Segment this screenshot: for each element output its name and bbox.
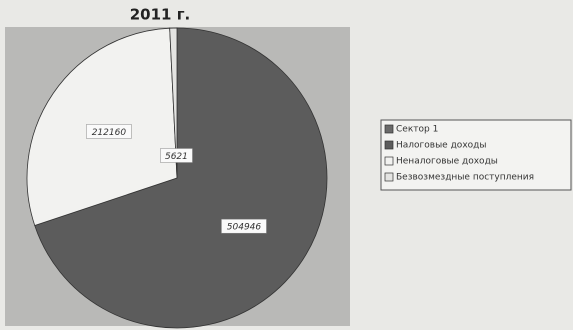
pie-slice <box>34 27 328 329</box>
legend-label: Налоговые доходы <box>396 141 486 151</box>
legend-swatch <box>384 156 394 166</box>
legend-swatch <box>384 124 394 134</box>
data-label-box <box>221 218 267 234</box>
data-label-box <box>86 124 132 139</box>
chart-title: 2011 г. <box>130 6 191 24</box>
legend <box>380 119 572 191</box>
data-label: 5621 <box>165 152 188 162</box>
legend-swatch <box>384 172 394 182</box>
data-label: 212160 <box>92 128 127 138</box>
data-label: 504946 <box>227 223 262 233</box>
legend-label: Неналоговые доходы <box>396 157 498 167</box>
pie-slice <box>169 27 178 179</box>
legend-label: Сектор 1 <box>396 125 438 135</box>
legend-label: Безвозмездные поступления <box>396 173 534 183</box>
legend-swatch <box>384 140 394 150</box>
data-label-box <box>160 148 193 163</box>
